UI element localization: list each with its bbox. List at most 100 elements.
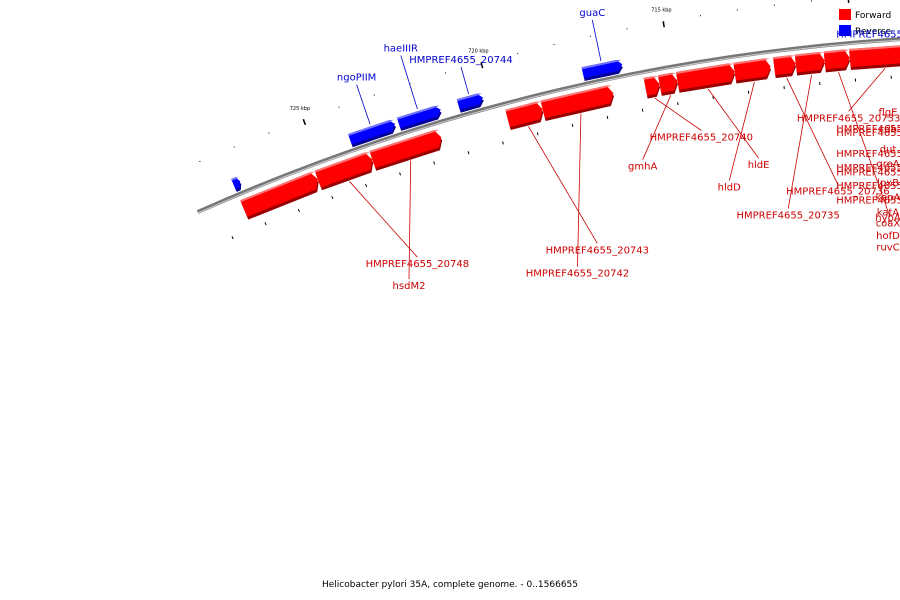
gene-feature[interactable]: hldE [675,63,770,171]
gene-feature[interactable]: ruvC [876,66,900,254]
gene-arrow[interactable] [643,76,660,96]
gene-label[interactable]: HMPREF4655_20715 [836,167,900,178]
gene-arrow[interactable] [658,72,678,93]
gene-feature[interactable]: HMPREF4655_20728 [836,41,900,206]
gene-feature[interactable]: HMPREF4655_20736 [773,55,890,198]
gene-arrow-highlight [240,171,315,202]
gene-feature[interactable]: HMPREF4655_20742 [526,85,629,280]
gene-leader-line [400,55,418,110]
gene-feature[interactable]: haeIIIR [384,44,442,131]
gene-feature[interactable]: HMPREF4655_20743 [505,101,649,257]
gene-feature[interactable]: HMPREF4655_20748 [314,151,470,270]
gene-feature[interactable]: lpxB [877,41,900,189]
gene-label[interactable]: HMPREF4655_20716 [836,128,900,139]
gene-label[interactable]: HMPREF4655_20711 [836,30,900,41]
gene-label[interactable]: hofD [876,231,900,242]
gene-arrow-highlight [314,151,370,173]
gene-feature[interactable]: ngoPIIM [337,73,396,148]
gene-label[interactable]: HMPREF4655_20714 [836,181,900,192]
gene-label[interactable]: guaC [579,8,605,19]
gene-arrow-highlight [849,45,900,51]
gene-label[interactable]: hldE [748,160,770,171]
genome-backbone [196,37,900,214]
gene-feature[interactable]: coaX [823,49,900,230]
gene-label[interactable]: katA [877,208,900,219]
gene-arrow[interactable] [369,130,442,168]
gene-arrow-highlight [456,93,482,102]
gene-feature[interactable]: HMPREF4655_20711 [836,30,900,115]
gene-label[interactable]: dut [880,144,897,155]
gene-feature[interactable]: flgE [879,41,900,119]
gene-feature[interactable]: HMPREF4655_20722 [836,47,900,174]
genome-backbone-highlight [197,39,900,214]
gene-label[interactable]: gmhA [628,162,657,173]
gene-feature[interactable]: HMPREF4655_20744 [409,55,513,113]
gene-feature[interactable]: HMPREF4655_20715 [836,78,900,179]
gene-label[interactable]: HMPREF4655_20722 [836,163,900,174]
gene-feature[interactable]: greA [876,42,900,170]
gene-label[interactable]: ruvC [876,242,899,253]
gene-label[interactable]: HMPREF4655_20736 [786,187,889,198]
gene-arrow[interactable] [540,85,614,119]
gene-feature[interactable]: katA [877,58,900,219]
gene-feature[interactable]: dut [880,43,900,156]
gene-arrow[interactable] [231,177,241,190]
gene-label[interactable]: cdh [879,125,897,136]
gene-feature[interactable]: hldD [718,58,771,194]
gene-feature[interactable] [231,177,242,192]
gene-feature[interactable]: HMPREF4655_20733 [797,44,900,124]
gene-feature[interactable]: HMPREF4655_20714 [836,86,900,192]
gene-label[interactable]: greA [876,159,899,170]
gene-arrow[interactable] [240,172,318,217]
gene-feature[interactable]: hofD [876,98,900,242]
gene-feature[interactable]: hypA [875,41,900,224]
gene-arrow[interactable] [348,120,396,145]
gene-feature[interactable]: HMPREF4655_20735 [736,52,840,222]
gene-label[interactable]: HMPREF4655_20733 [797,113,900,124]
gene-feature[interactable]: HMPREF4655_20724 [836,46,900,160]
gene-leader-line [728,81,755,181]
gene-label[interactable]: HMPREF4655_20743 [546,245,649,256]
gene-label[interactable]: haeIIIR [384,44,418,55]
gene-leader-line [787,74,812,209]
gene-arrow[interactable] [396,106,441,129]
gene-label[interactable]: hypA [875,213,900,224]
scale-dot [373,94,375,96]
gene-arrow[interactable] [849,44,900,67]
gene-feature[interactable]: hsdM2 [369,129,443,293]
gene-label[interactable]: coaX [876,218,900,229]
gene-feature[interactable]: HMPREF4655_20716 [836,67,900,139]
gene-label[interactable]: hldD [718,183,741,194]
gene-arrow-highlight [823,49,850,54]
scale-tick-label: 720 kbp [468,49,488,55]
gene-feature[interactable]: cdh [879,44,900,136]
gene-arrow[interactable] [794,52,825,73]
gene-feature[interactable]: gmhA [628,72,678,173]
gene-label[interactable]: lpxB [877,178,899,189]
gene-label[interactable]: HMPREF4655_20724 [836,149,900,160]
gene-label[interactable]: HMPREF4655_20735 [736,211,839,222]
gene-feature[interactable]: kapA [876,50,900,204]
gene-label[interactable]: HMPREF4655_20732 [836,124,900,135]
gene-label[interactable]: flgE [879,108,898,119]
legend-forward-label: Forward [855,11,891,21]
gene-arrow-highlight [396,105,440,120]
gene-arrow[interactable] [773,55,796,76]
gene-arrow[interactable] [733,58,771,81]
gene-label[interactable]: HMPREF4655_20748 [366,259,469,270]
gene-feature[interactable]: HMPREF4655_20732 [836,43,900,135]
gene-label[interactable]: HMPREF4655_20742 [526,269,629,280]
gene-arrow[interactable] [823,49,850,70]
gene-feature[interactable] [240,171,319,220]
gene-label[interactable]: HMPREF4655_20744 [409,55,512,66]
gene-feature[interactable]: HMPREF4655_20740 [643,76,753,144]
gene-arrow[interactable] [581,60,623,79]
gene-label[interactable]: HMPREF4655_20728 [836,195,900,206]
gene-arrow[interactable] [314,152,373,188]
gene-label[interactable]: HMPREF4655_20740 [650,133,753,144]
scale-dot [517,52,519,54]
gene-label[interactable]: ngoPIIM [337,73,376,84]
gene-label[interactable]: kapA [876,193,900,204]
gene-feature[interactable]: guaC [579,8,623,81]
gene-label[interactable]: hsdM2 [393,281,426,292]
